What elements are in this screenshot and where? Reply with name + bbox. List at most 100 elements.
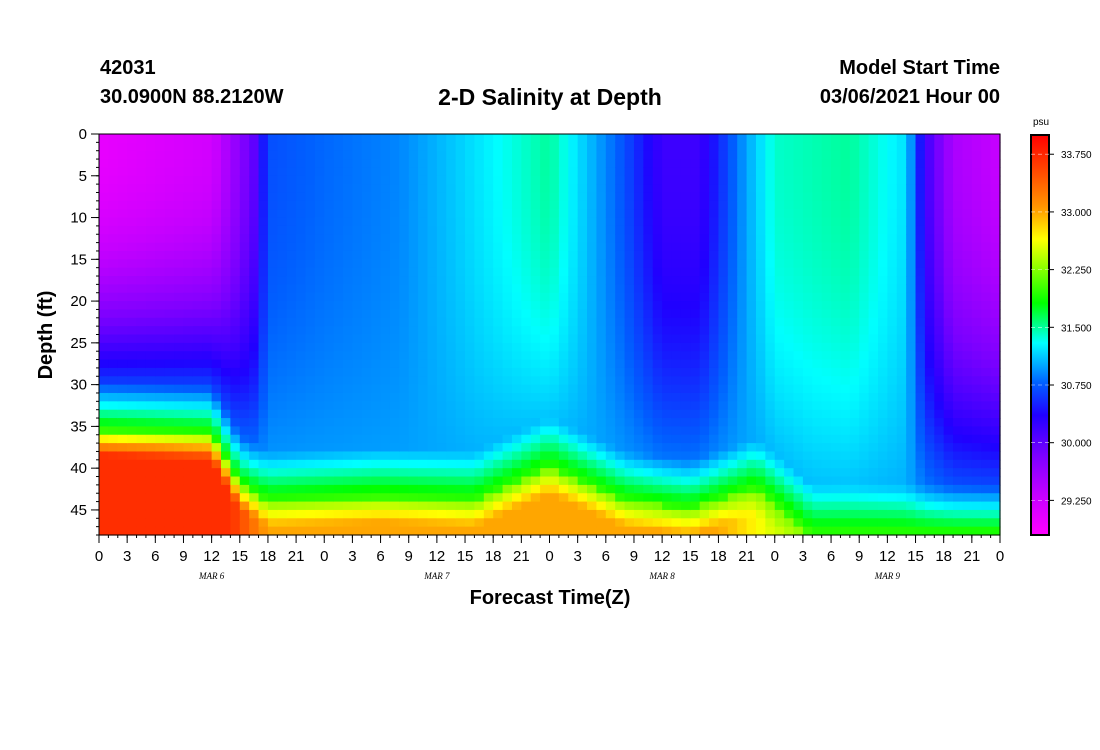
heatmap-cell — [877, 334, 888, 344]
heatmap-cell — [530, 443, 541, 453]
heatmap-cell — [361, 225, 372, 235]
heatmap-cell — [465, 159, 476, 169]
heatmap-cell — [568, 451, 579, 461]
heatmap-cell — [221, 409, 231, 419]
heatmap-cell — [633, 334, 644, 344]
heatmap-cell — [915, 476, 926, 486]
heatmap-cell — [877, 200, 888, 210]
heatmap-cell — [221, 426, 231, 436]
heatmap-cell — [924, 484, 935, 494]
heatmap-cell — [568, 209, 579, 219]
heatmap-cell — [99, 367, 109, 377]
heatmap-cell — [615, 276, 626, 285]
heatmap-cell — [145, 234, 156, 244]
heatmap-cell — [324, 184, 335, 194]
heatmap-cell — [408, 317, 419, 327]
heatmap-cell — [258, 526, 269, 536]
heatmap-cell — [934, 501, 945, 511]
heatmap-cell — [812, 184, 823, 194]
heatmap-cell — [230, 509, 241, 519]
heatmap-cell — [221, 192, 231, 202]
heatmap-cell — [474, 192, 485, 202]
heatmap-cell — [990, 184, 1001, 194]
heatmap-cell — [521, 459, 532, 469]
heatmap-cell — [962, 476, 973, 486]
heatmap-cell — [709, 451, 720, 461]
heatmap-cell — [239, 468, 250, 478]
heatmap-cell — [633, 459, 644, 469]
heatmap-cell — [127, 267, 138, 277]
heatmap-cell — [465, 150, 476, 160]
heatmap-cell — [680, 167, 691, 177]
heatmap-cell — [493, 234, 504, 244]
heatmap-cell — [587, 242, 598, 252]
heatmap-cell — [483, 334, 494, 344]
heatmap-cell — [577, 401, 588, 411]
heatmap-cell — [859, 526, 870, 536]
heatmap-cell — [906, 142, 917, 152]
heatmap-cell — [896, 159, 907, 169]
heatmap-cell — [774, 167, 785, 177]
heatmap-cell — [493, 351, 504, 361]
heatmap-cell — [990, 526, 1001, 536]
heatmap-cell — [145, 367, 156, 377]
heatmap-cell — [877, 342, 888, 352]
heatmap-cell — [943, 526, 954, 536]
heatmap-cell — [840, 159, 851, 169]
heatmap-cell — [924, 167, 935, 177]
heatmap-cell — [971, 326, 982, 336]
heatmap-cell — [249, 342, 260, 352]
heatmap-cell — [371, 317, 382, 327]
heatmap-cell — [906, 443, 917, 453]
heatmap-cell — [990, 384, 1001, 394]
heatmap-cell — [568, 392, 579, 402]
heatmap-cell — [793, 317, 804, 327]
heatmap-cell — [267, 175, 278, 185]
heatmap-cell — [352, 418, 363, 427]
heatmap-cell — [239, 476, 250, 486]
heatmap-cell — [211, 134, 222, 143]
heatmap-cell — [990, 317, 1001, 327]
heatmap-cell — [633, 250, 644, 260]
heatmap-cell — [624, 509, 635, 519]
heatmap-cell — [483, 250, 494, 260]
heatmap-cell — [145, 484, 156, 494]
heatmap-cell — [859, 234, 870, 244]
heatmap-cell — [418, 476, 429, 486]
heatmap-cell — [652, 334, 663, 344]
heatmap-cell — [802, 384, 813, 394]
heatmap-cell — [568, 200, 579, 210]
heatmap-cell — [652, 484, 663, 494]
heatmap-cell — [746, 468, 757, 478]
heatmap-cell — [418, 150, 429, 160]
heatmap-cell — [802, 192, 813, 202]
heatmap-cell — [436, 367, 447, 377]
heatmap-cell — [671, 209, 682, 219]
heatmap-cell — [906, 509, 917, 519]
heatmap-cell — [981, 392, 992, 402]
heatmap-cell — [408, 175, 419, 185]
heatmap-cell — [643, 376, 654, 386]
heatmap-cell — [596, 150, 607, 160]
heatmap-cell — [502, 451, 513, 461]
heatmap-cell — [361, 259, 372, 269]
heatmap-cell — [831, 267, 842, 277]
heatmap-cell — [887, 434, 898, 444]
heatmap-cell — [408, 259, 419, 269]
heatmap-cell — [718, 518, 729, 528]
heatmap-cell — [465, 267, 476, 277]
heatmap-cell — [136, 409, 147, 419]
heatmap-cell — [258, 317, 269, 327]
heatmap-cell — [831, 184, 842, 194]
heatmap-cell — [896, 142, 907, 152]
heatmap-cell — [981, 292, 992, 302]
heatmap-cell — [765, 225, 776, 235]
heatmap-cell — [427, 351, 438, 361]
heatmap-cell — [361, 468, 372, 478]
heatmap-cell — [896, 418, 907, 427]
heatmap-cell — [971, 225, 982, 235]
heatmap-cell — [192, 200, 203, 210]
heatmap-cell — [211, 142, 222, 152]
heatmap-cell — [671, 217, 682, 227]
heatmap-cell — [793, 184, 804, 194]
